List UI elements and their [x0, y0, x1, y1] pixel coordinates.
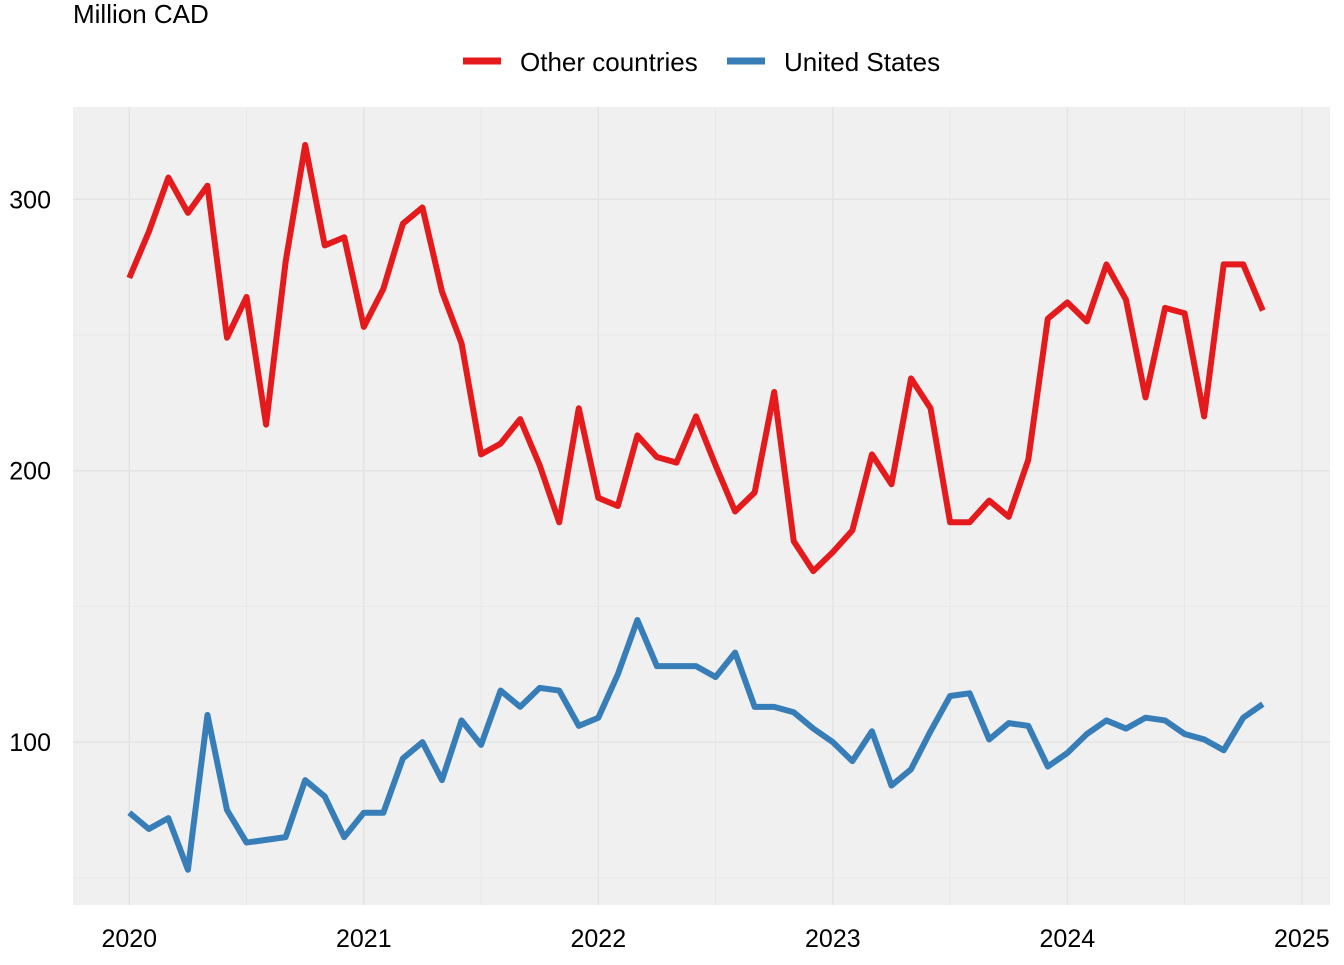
- y-tick-label: 100: [9, 729, 51, 757]
- x-tick-label: 2021: [336, 925, 392, 953]
- x-tick-label: 2020: [101, 925, 157, 953]
- legend: Other countries United States: [463, 47, 940, 77]
- series-line-other-countries: [126, 142, 1266, 575]
- series-line-united-states: [127, 617, 1265, 873]
- x-tick-label: 2022: [571, 925, 627, 953]
- gridlines: [73, 107, 1330, 905]
- legend-label: United States: [784, 47, 940, 77]
- y-tick-label: 300: [9, 186, 51, 214]
- y-axis-label: Million CAD: [73, 0, 209, 29]
- x-tick-label: 2024: [1040, 925, 1096, 953]
- plot-panel: [73, 107, 1330, 905]
- x-tick-label: 2025: [1274, 925, 1330, 953]
- y-tick-label: 200: [9, 458, 51, 486]
- axis-ticks: 100 200 300 2020 2021 2022 2023 2024 2025: [9, 186, 1329, 953]
- x-tick-label: 2023: [805, 925, 861, 953]
- series-lines: [126, 142, 1266, 873]
- legend-label: Other countries: [520, 47, 698, 77]
